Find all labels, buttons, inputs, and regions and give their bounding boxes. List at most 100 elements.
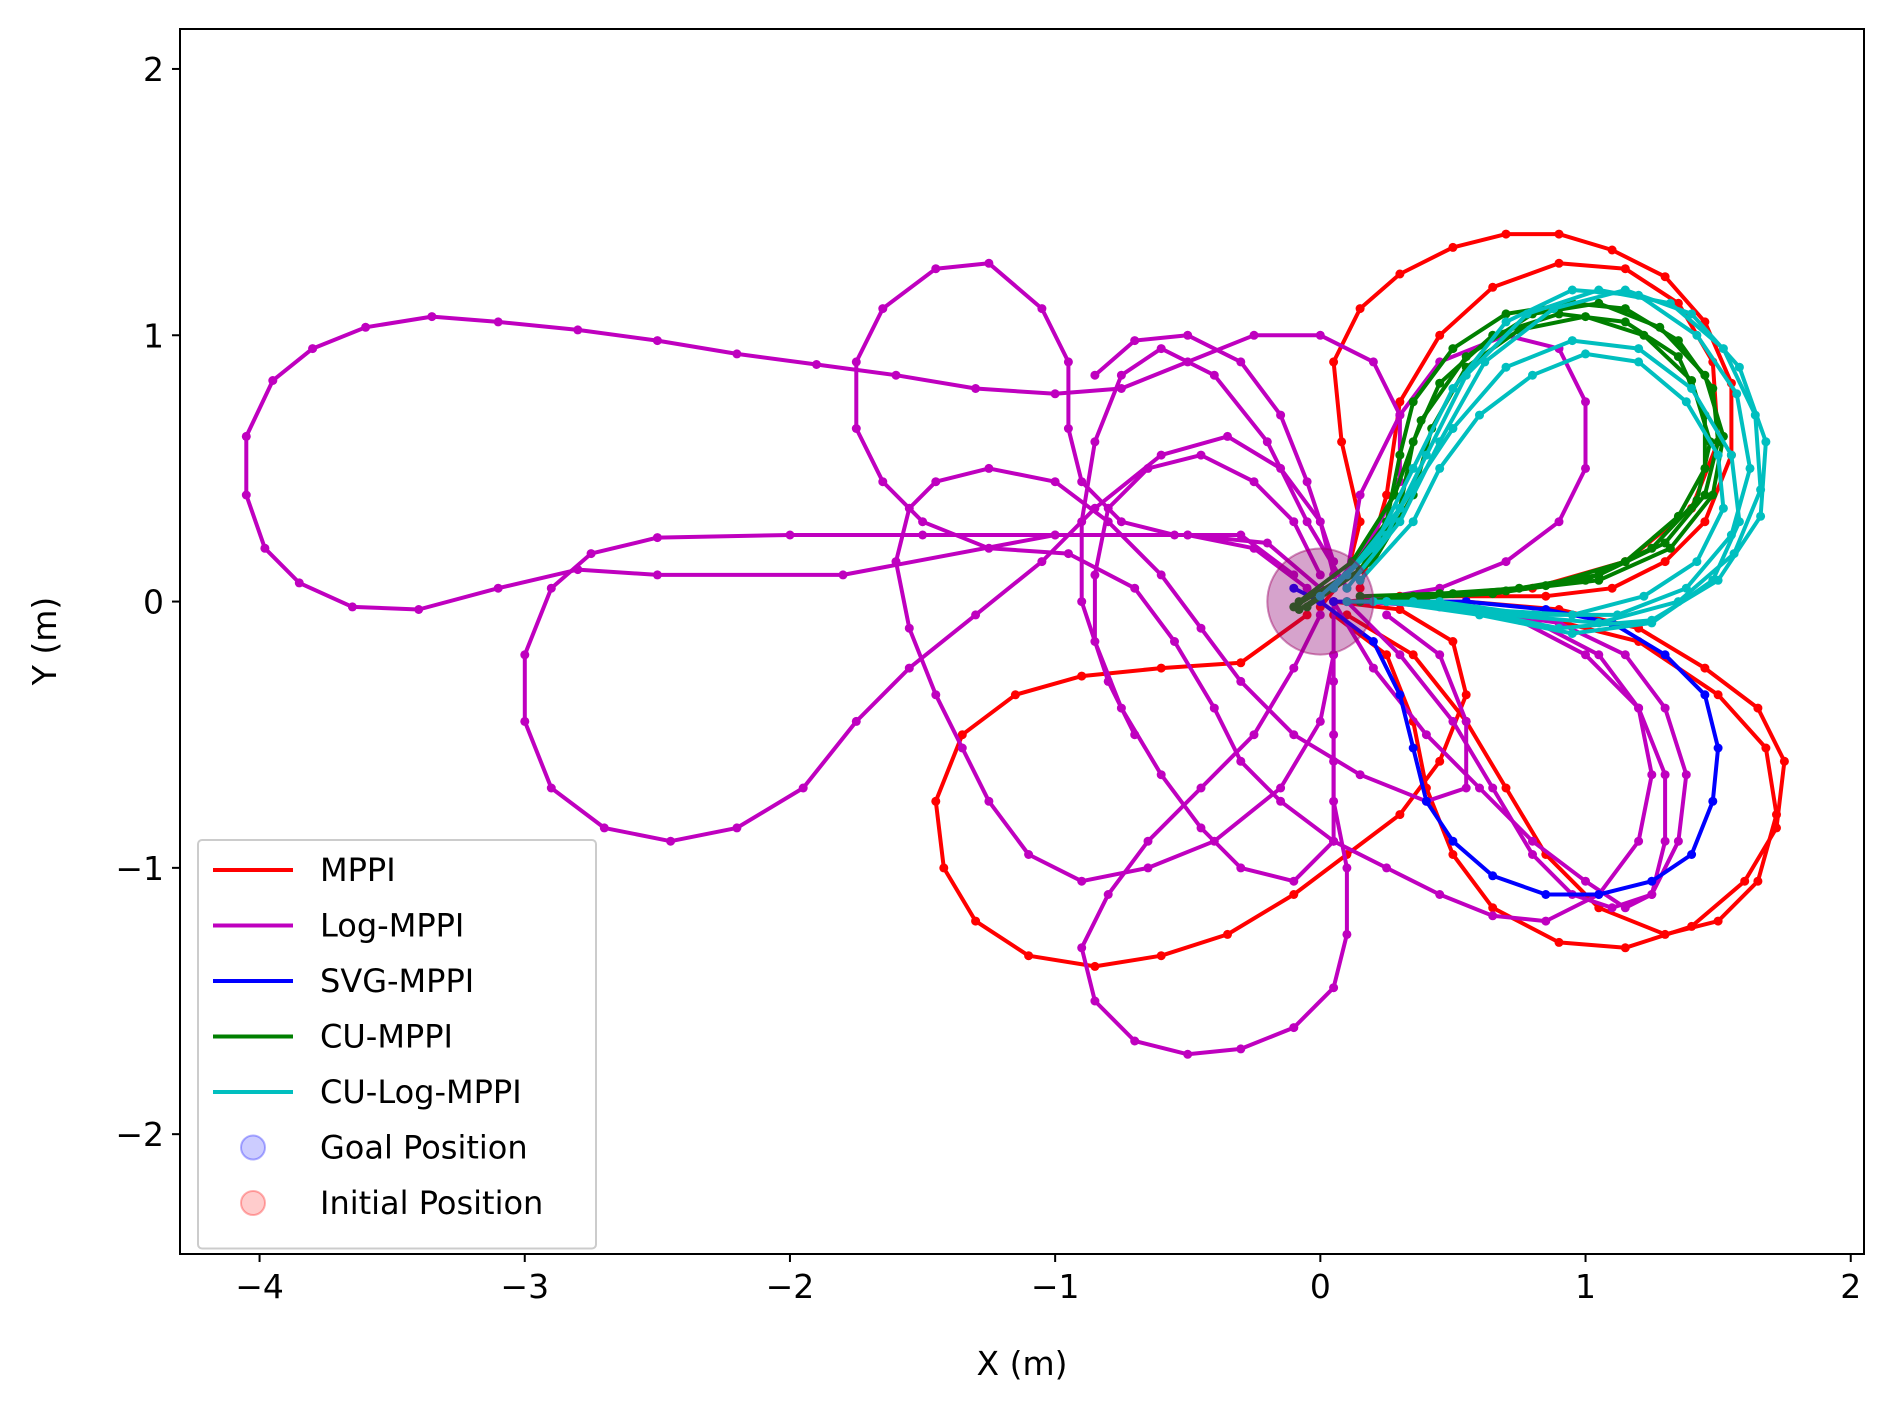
- data-point-log-mppi: [1223, 431, 1232, 441]
- data-point-log-mppi: [1063, 424, 1073, 433]
- data-point-log-mppi: [1130, 583, 1140, 593]
- data-point-log-mppi: [1116, 517, 1126, 527]
- data-point-mppi: [1753, 876, 1763, 886]
- data-point-log-mppi: [599, 823, 609, 833]
- data-point-svg-mppi: [1421, 796, 1431, 806]
- data-point-cu-mppi: [1620, 317, 1630, 327]
- data-point-cu-log-mppi: [1687, 384, 1697, 393]
- data-point-log-mppi: [1620, 650, 1630, 660]
- data-point-cu-log-mppi: [1501, 317, 1511, 327]
- data-point-cu-mppi: [1700, 370, 1710, 380]
- data-point-cu-log-mppi: [1549, 304, 1559, 314]
- data-point-cu-log-mppi: [1408, 463, 1418, 473]
- data-point-log-mppi: [918, 517, 928, 527]
- data-point-mppi: [1329, 357, 1339, 367]
- data-point-log-mppi: [1103, 890, 1113, 899]
- data-point-log-mppi: [1236, 357, 1246, 367]
- data-point-cu-mppi: [1501, 586, 1511, 596]
- data-point-cu-mppi: [1687, 376, 1697, 385]
- data-point-log-mppi: [1329, 756, 1339, 766]
- data-point-cu-mppi: [1461, 352, 1471, 362]
- data-point-log-mppi: [414, 605, 424, 614]
- data-point-log-mppi: [1090, 437, 1100, 447]
- data-point-cu-log-mppi: [1382, 597, 1392, 607]
- data-point-log-mppi: [931, 477, 941, 487]
- data-point-log-mppi: [1143, 863, 1153, 873]
- data-point-cu-log-mppi: [1448, 384, 1458, 393]
- data-point-log-mppi: [904, 623, 914, 633]
- data-point-log-mppi: [1355, 490, 1365, 500]
- data-point-cu-log-mppi: [1647, 618, 1657, 628]
- data-point-log-mppi: [984, 796, 994, 806]
- data-point-cu-log-mppi: [1567, 336, 1577, 346]
- data-point-log-mppi: [851, 716, 861, 726]
- data-point-log-mppi: [1090, 570, 1100, 580]
- data-point-log-mppi: [1276, 783, 1286, 793]
- data-point-log-mppi: [1382, 610, 1392, 620]
- data-point-cu-mppi: [1581, 312, 1590, 322]
- data-point-svg-mppi: [1408, 743, 1418, 753]
- data-point-cu-log-mppi: [1475, 610, 1484, 620]
- x-tick-label: −4: [235, 1267, 284, 1306]
- y-tick-label: −1: [115, 849, 164, 888]
- data-point-cu-log-mppi: [1480, 357, 1490, 367]
- data-point-mppi: [1077, 671, 1087, 681]
- legend-box: [197, 839, 597, 1250]
- data-point-log-mppi: [878, 477, 888, 487]
- data-point-log-mppi: [1024, 850, 1034, 859]
- data-point-mppi: [1461, 690, 1471, 700]
- data-point-cu-mppi: [1655, 322, 1665, 332]
- data-point-log-mppi: [1594, 650, 1604, 660]
- data-point-cu-log-mppi: [1395, 503, 1405, 513]
- data-point-svg-mppi: [1395, 690, 1405, 700]
- data-point-log-mppi: [838, 570, 848, 580]
- data-point-log-mppi: [1183, 1049, 1193, 1059]
- data-point-mppi: [1713, 690, 1723, 700]
- data-point-cu-log-mppi: [1368, 597, 1378, 607]
- data-point-log-mppi: [1368, 357, 1378, 367]
- data-point-log-mppi: [732, 823, 742, 833]
- data-point-cu-log-mppi: [1581, 349, 1590, 359]
- data-point-log-mppi: [260, 543, 270, 553]
- marker-initial-position: [1266, 547, 1375, 656]
- data-point-cu-mppi: [1673, 352, 1683, 362]
- data-point-mppi: [1302, 610, 1312, 620]
- data-point-log-mppi: [1541, 916, 1551, 926]
- data-point-mppi: [1395, 269, 1405, 279]
- data-point-cu-log-mppi: [1342, 583, 1352, 593]
- data-point-cu-mppi: [1594, 298, 1604, 308]
- marker-goal-position: [1266, 547, 1375, 656]
- data-point-mppi: [1024, 951, 1034, 961]
- data-point-log-mppi: [1249, 730, 1259, 740]
- data-point-log-mppi: [732, 349, 742, 359]
- data-point-log-mppi: [1289, 730, 1299, 740]
- x-tick-label: −2: [766, 1267, 815, 1306]
- data-point-mppi: [1700, 517, 1710, 527]
- x-tick-label: 1: [1575, 1267, 1596, 1306]
- data-point-log-mppi: [1196, 783, 1206, 793]
- data-point-log-mppi: [1236, 676, 1246, 686]
- data-point-log-mppi: [1660, 703, 1670, 713]
- data-point-log-mppi: [1395, 650, 1405, 660]
- data-point-log-mppi: [493, 317, 503, 327]
- data-point-cu-mppi: [1448, 344, 1458, 354]
- data-point-mppi: [1772, 810, 1781, 820]
- data-point-cu-log-mppi: [1734, 517, 1744, 527]
- data-point-log-mppi: [1634, 703, 1644, 713]
- data-point-svg-mppi: [1660, 650, 1670, 660]
- data-point-log-mppi: [891, 370, 901, 380]
- data-point-cu-log-mppi: [1620, 285, 1630, 295]
- data-point-log-mppi: [520, 716, 530, 726]
- data-point-log-mppi: [1262, 538, 1272, 548]
- data-point-log-mppi: [1607, 903, 1617, 913]
- data-point-mppi: [1620, 264, 1630, 274]
- data-point-log-mppi: [812, 360, 821, 369]
- data-point-cu-log-mppi: [1745, 463, 1755, 473]
- data-point-log-mppi: [904, 663, 914, 673]
- data-point-cu-log-mppi: [1692, 330, 1702, 340]
- data-point-mppi: [1554, 258, 1564, 268]
- data-point-log-mppi: [1289, 1023, 1299, 1033]
- data-point-log-mppi: [1315, 330, 1325, 340]
- data-point-log-mppi: [1276, 796, 1286, 806]
